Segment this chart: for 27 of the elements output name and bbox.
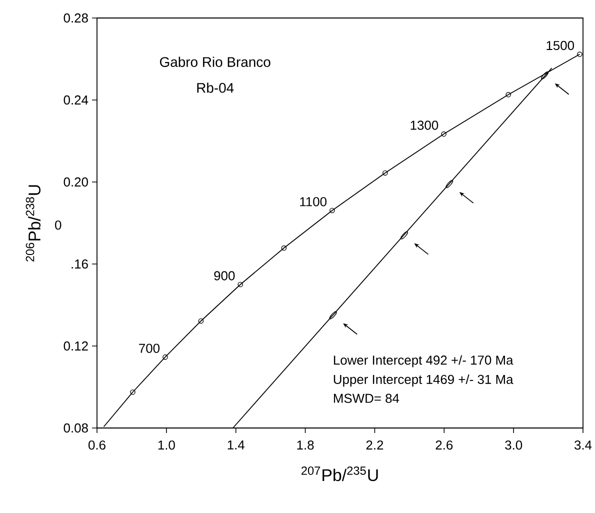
text: Gabro Rio Branco xyxy=(160,56,270,67)
text: 0 xyxy=(55,220,62,230)
x-tick-label: 1.8 xyxy=(297,440,314,450)
x-tick-label: 1.0 xyxy=(158,440,175,450)
x-tick-label: 0.6 xyxy=(88,440,106,450)
x-tick-label: 1.4 xyxy=(228,440,244,450)
annotation: 1500 xyxy=(546,40,574,50)
y-tick-label: 0.12 xyxy=(64,341,88,351)
y-axis-title: $^{206}$Pb/$^{238}$U xyxy=(26,185,41,262)
text: Rb-04 xyxy=(197,82,234,93)
annotation: Lower Intercept 492 +/- 170 Ma xyxy=(334,355,514,368)
annotation: Upper Intercept 1469 +/- 31 Ma xyxy=(334,374,514,387)
annotation: 1300 xyxy=(410,120,438,130)
y-tick-label: 0.08 xyxy=(64,423,88,433)
y-tick-label: 0.24 xyxy=(64,95,88,105)
annotation: 1100 xyxy=(300,197,327,206)
x-tick-label: 3.4 xyxy=(574,440,592,450)
annotation: 700 xyxy=(139,344,160,353)
y-tick-label: .16 xyxy=(72,259,88,269)
x-axis-title: $^{207}$Pb/$^{235}$U xyxy=(301,466,378,482)
x-tick-label: 2.6 xyxy=(436,440,453,450)
x-tick-label: 3.0 xyxy=(505,440,522,450)
y-tick-label: 0.28 xyxy=(64,13,88,23)
y-tick-label: 0.20 xyxy=(64,177,88,187)
x-tick-label: 2.2 xyxy=(366,440,384,450)
annotation: MSWD= 84 xyxy=(334,394,400,403)
annotation: 900 xyxy=(214,271,235,280)
